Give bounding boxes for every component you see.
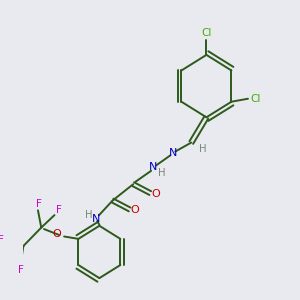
Text: O: O: [152, 189, 160, 199]
Text: Cl: Cl: [250, 94, 261, 104]
Text: F: F: [18, 266, 24, 275]
Text: N: N: [92, 214, 100, 224]
Text: N: N: [149, 162, 158, 172]
Text: O: O: [52, 229, 61, 239]
Text: H: H: [199, 144, 206, 154]
Text: N: N: [168, 148, 177, 158]
Text: O: O: [131, 205, 140, 215]
Text: F: F: [56, 205, 62, 215]
Text: H: H: [158, 168, 166, 178]
Text: F: F: [36, 199, 42, 209]
Text: F: F: [0, 235, 4, 245]
Text: Cl: Cl: [201, 28, 212, 38]
Text: H: H: [85, 210, 93, 220]
